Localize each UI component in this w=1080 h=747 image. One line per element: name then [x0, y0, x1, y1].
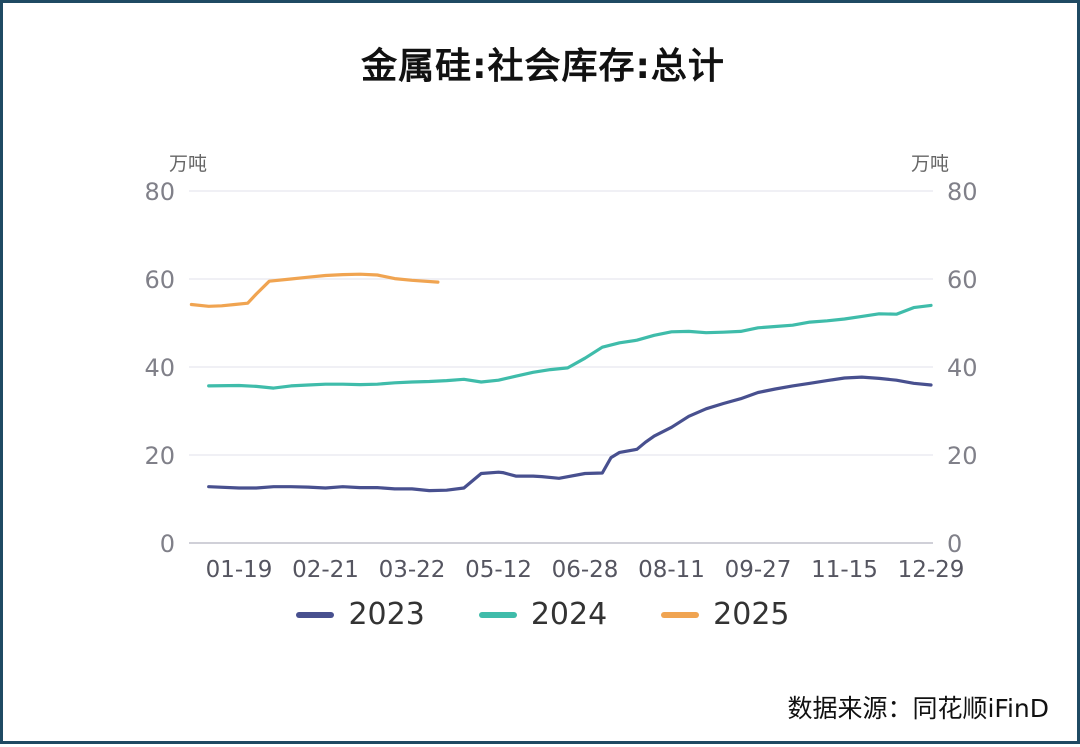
- y-tick-left-60: 60: [144, 266, 175, 294]
- series-line-2024: [207, 303, 933, 390]
- x-tick-05-12: 05-12: [465, 557, 532, 583]
- legend-label-2023: 2023: [348, 597, 425, 632]
- y-tick-right-60: 60: [947, 266, 978, 294]
- y-tick-right-20: 20: [947, 442, 978, 470]
- legend-item-2025[interactable]: 2025: [661, 597, 790, 632]
- right-axis-unit: 万吨: [911, 153, 950, 175]
- x-tick-06-28: 06-28: [552, 557, 619, 583]
- legend-item-2023[interactable]: 2023: [296, 597, 425, 632]
- legend-item-2024[interactable]: 2024: [478, 597, 608, 632]
- series-line-2023: [207, 375, 933, 493]
- y-tick-left-40: 40: [144, 354, 175, 382]
- y-tick-left-0: 0: [160, 530, 175, 558]
- y-tick-right-0: 0: [947, 530, 962, 558]
- x-tick-11-15: 11-15: [811, 557, 878, 583]
- x-tick-09-27: 09-27: [725, 557, 792, 583]
- data-source: 数据来源：同花顺iFinD: [787, 694, 1049, 723]
- legend-swatch-2025: [661, 611, 700, 618]
- chart-title: 金属硅:社会库存:总计: [361, 46, 725, 87]
- x-tick-12-29: 12-29: [898, 557, 965, 583]
- legend-label-2024: 2024: [530, 597, 608, 632]
- y-tick-left-20: 20: [144, 442, 175, 470]
- chart-legend: 2023 2024 2025: [3, 597, 1080, 632]
- y-tick-left-80: 80: [144, 178, 175, 206]
- x-tick-01-19: 01-19: [206, 557, 273, 583]
- legend-swatch-2024: [478, 611, 517, 618]
- legend-swatch-2023: [296, 611, 335, 618]
- y-tick-right-80: 80: [947, 178, 978, 206]
- series-line-2025: [189, 272, 440, 308]
- y-tick-right-40: 40: [947, 354, 978, 382]
- x-tick-03-22: 03-22: [379, 557, 446, 583]
- line-chart: 0 0 20 20 40 40 60 60 80 80 01-19 02-21 03-22 05-12 06…: [144, 178, 978, 583]
- left-axis-unit: 万吨: [169, 153, 208, 175]
- x-tick-02-21: 02-21: [292, 557, 359, 583]
- x-tick-08-11: 08-11: [638, 557, 705, 583]
- legend-label-2025: 2025: [713, 597, 790, 632]
